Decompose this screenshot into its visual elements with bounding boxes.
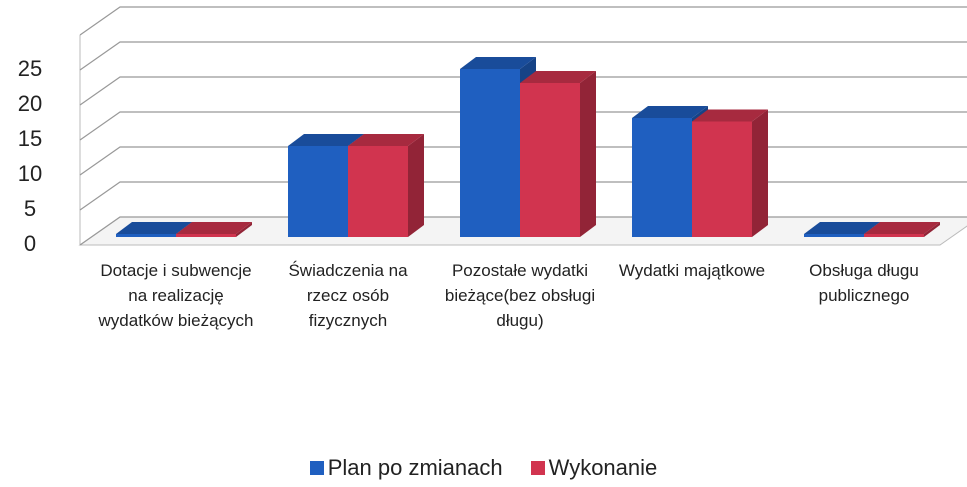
grid-line-top (79, 6, 967, 36)
grid-line (79, 76, 967, 106)
bar-front (176, 234, 236, 237)
bar-front (116, 234, 176, 237)
bar-top (116, 222, 192, 234)
grid-line (79, 41, 967, 71)
y-tick-label: 25 (18, 56, 42, 81)
bar-side (924, 222, 940, 237)
bar (692, 109, 768, 237)
bar (176, 222, 252, 237)
x-tick-label: Dotacje i subwencje na realizację wydatk… (98, 261, 254, 330)
bar-top (460, 57, 536, 69)
bar-top (692, 109, 768, 122)
x-tick-label: Wydatki majątkowe (618, 261, 766, 280)
y-tick-label: 10 (18, 161, 42, 186)
y-tick-label: 5 (24, 196, 36, 221)
bar (520, 71, 596, 237)
bar-top (632, 106, 708, 118)
legend-label: Plan po zmianach (327, 455, 503, 480)
bar-front (864, 234, 924, 237)
bar-top (520, 71, 596, 83)
bar-side (752, 109, 768, 237)
x-tick-label: Świadczenia na rzecz osób fizycznych (288, 261, 408, 330)
bar-front (288, 146, 348, 237)
bar-front (632, 118, 692, 237)
y-tick-label: 15 (18, 126, 42, 151)
bar-front (460, 69, 520, 237)
bar (288, 134, 364, 237)
bar-side (580, 71, 596, 237)
bar-side (408, 134, 424, 237)
x-tick-label: Obsługa długu publicznego (809, 261, 919, 305)
legend-label: Wykonanie (548, 455, 658, 480)
y-tick-label: 0 (24, 231, 36, 256)
bar-side (236, 222, 252, 237)
bar-top (348, 134, 424, 146)
bar-front (692, 121, 752, 237)
bar-top (176, 222, 252, 234)
bar (348, 134, 424, 237)
y-tick-label: 20 (18, 91, 42, 116)
legend-item: Wykonanie (530, 455, 658, 481)
bar-top (288, 134, 364, 146)
bar-front (348, 146, 408, 237)
bar-top (804, 222, 880, 234)
legend-swatch (530, 461, 545, 475)
x-tick-label: Pozostałe wydatki bieżące(bez obsługi dł… (444, 261, 596, 330)
bar-top (864, 222, 940, 234)
bar-front (804, 234, 864, 237)
bar-front (520, 83, 580, 237)
bar (864, 222, 940, 237)
legend-item: Plan po zmianach (309, 455, 503, 481)
legend: Plan po zmianach Wykonanie (0, 455, 967, 481)
legend-swatch (309, 461, 324, 475)
